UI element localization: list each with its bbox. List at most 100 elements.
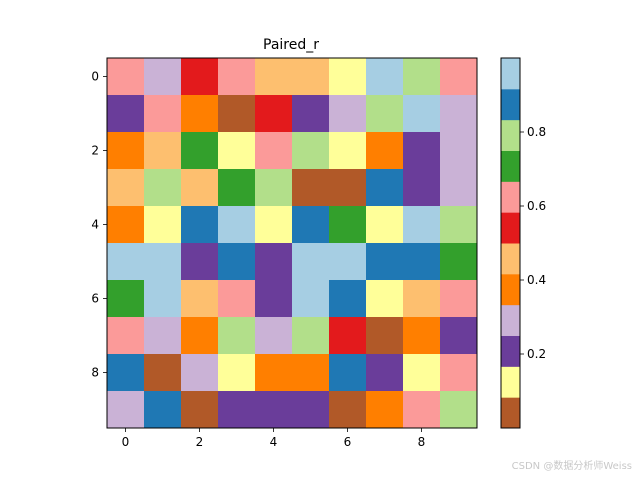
heatmap-grid: [107, 58, 478, 429]
heatmap-cell: [403, 391, 441, 429]
heatmap-cell: [292, 354, 330, 392]
heatmap-cell: [292, 206, 330, 244]
heatmap-cell: [292, 58, 330, 96]
y-tick-label: 4: [91, 218, 99, 232]
colorbar-segment: [501, 304, 520, 336]
heatmap-cell: [403, 317, 441, 355]
heatmap-cell: [218, 317, 256, 355]
heatmap-cell: [218, 169, 256, 207]
heatmap-cell: [107, 169, 145, 207]
heatmap-cell: [366, 206, 404, 244]
colorbar-segment: [501, 335, 520, 367]
heatmap-cell: [292, 169, 330, 207]
x-tick-label: 8: [418, 435, 426, 449]
heatmap-cell: [255, 95, 293, 133]
heatmap-cell: [366, 169, 404, 207]
heatmap-cell: [329, 95, 367, 133]
heatmap-cell: [366, 391, 404, 429]
x-tick-label: 4: [270, 435, 278, 449]
heatmap-cell: [255, 280, 293, 318]
heatmap-cell: [366, 317, 404, 355]
colorbar-tick-label: 0.8: [527, 125, 546, 139]
heatmap-cell: [255, 169, 293, 207]
heatmap-cell: [107, 95, 145, 133]
heatmap-frame: [106, 57, 478, 429]
heatmap-cell: [403, 169, 441, 207]
y-tick-label: 0: [91, 70, 99, 84]
x-axis: 0 2 4 6 8: [122, 428, 426, 449]
heatmap-cell: [107, 317, 145, 355]
heatmap-cell: [107, 243, 145, 281]
heatmap-cell: [403, 206, 441, 244]
y-axis: 0 2 4 6 8: [91, 70, 107, 380]
heatmap-cell: [292, 317, 330, 355]
heatmap-cell: [440, 132, 478, 170]
chart-title: Paired_r: [263, 37, 319, 53]
colorbar-segment: [501, 243, 520, 275]
heatmap-cell: [366, 58, 404, 96]
colorbar-segment: [501, 150, 520, 182]
heatmap-cell: [403, 95, 441, 133]
heatmap-cell: [255, 391, 293, 429]
colorbar: [501, 58, 520, 429]
heatmap-cell: [218, 58, 256, 96]
heatmap-cell: [144, 58, 182, 96]
heatmap-cell: [255, 132, 293, 170]
heatmap-cell: [403, 280, 441, 318]
heatmap-cell: [366, 243, 404, 281]
heatmap-cell: [403, 354, 441, 392]
heatmap-cell: [144, 317, 182, 355]
y-tick-label: 2: [91, 144, 99, 158]
heatmap-cell: [107, 391, 145, 429]
colorbar-tick-label: 0.6: [527, 199, 546, 213]
heatmap-cell: [218, 132, 256, 170]
heatmap-cell: [218, 354, 256, 392]
heatmap-cell: [440, 58, 478, 96]
heatmap-cell: [107, 132, 145, 170]
heatmap-cell: [107, 280, 145, 318]
heatmap-cell: [292, 132, 330, 170]
heatmap-cell: [255, 206, 293, 244]
watermark: CSDN @数据分析师Weiss: [511, 461, 632, 472]
heatmap-cell: [292, 391, 330, 429]
heatmap-cell: [255, 354, 293, 392]
heatmap-cell: [218, 391, 256, 429]
heatmap-cell: [292, 95, 330, 133]
x-tick-label: 2: [196, 435, 204, 449]
colorbar-segment: [501, 397, 520, 429]
heatmap-cell: [144, 354, 182, 392]
heatmap-cell: [144, 132, 182, 170]
heatmap-cell: [107, 354, 145, 392]
heatmap-cell: [181, 132, 219, 170]
heatmap-cell: [440, 206, 478, 244]
colorbar-segment: [501, 366, 520, 398]
heatmap-cell: [218, 280, 256, 318]
heatmap-cell: [403, 58, 441, 96]
heatmap-cell: [255, 58, 293, 96]
y-tick-label: 6: [91, 292, 99, 306]
heatmap-cell: [403, 132, 441, 170]
heatmap-cell: [329, 132, 367, 170]
heatmap-cell: [329, 317, 367, 355]
heatmap-cell: [329, 58, 367, 96]
heatmap-cell: [329, 206, 367, 244]
heatmap-cell: [218, 95, 256, 133]
heatmap-cell: [440, 317, 478, 355]
colorbar-tick-label: 0.2: [527, 347, 546, 361]
colorbar-segment: [501, 212, 520, 244]
colorbar-segment: [501, 119, 520, 151]
heatmap-cell: [440, 243, 478, 281]
heatmap-cell: [181, 354, 219, 392]
heatmap-cell: [181, 169, 219, 207]
heatmap-cell: [181, 280, 219, 318]
heatmap-cell: [366, 132, 404, 170]
heatmap-cell: [440, 391, 478, 429]
heatmap-cell: [144, 243, 182, 281]
colorbar-segment: [501, 58, 520, 90]
heatmap-cell: [403, 243, 441, 281]
heatmap-cell: [181, 95, 219, 133]
heatmap-cell: [181, 206, 219, 244]
heatmap-cell: [218, 243, 256, 281]
heatmap-cell: [440, 95, 478, 133]
